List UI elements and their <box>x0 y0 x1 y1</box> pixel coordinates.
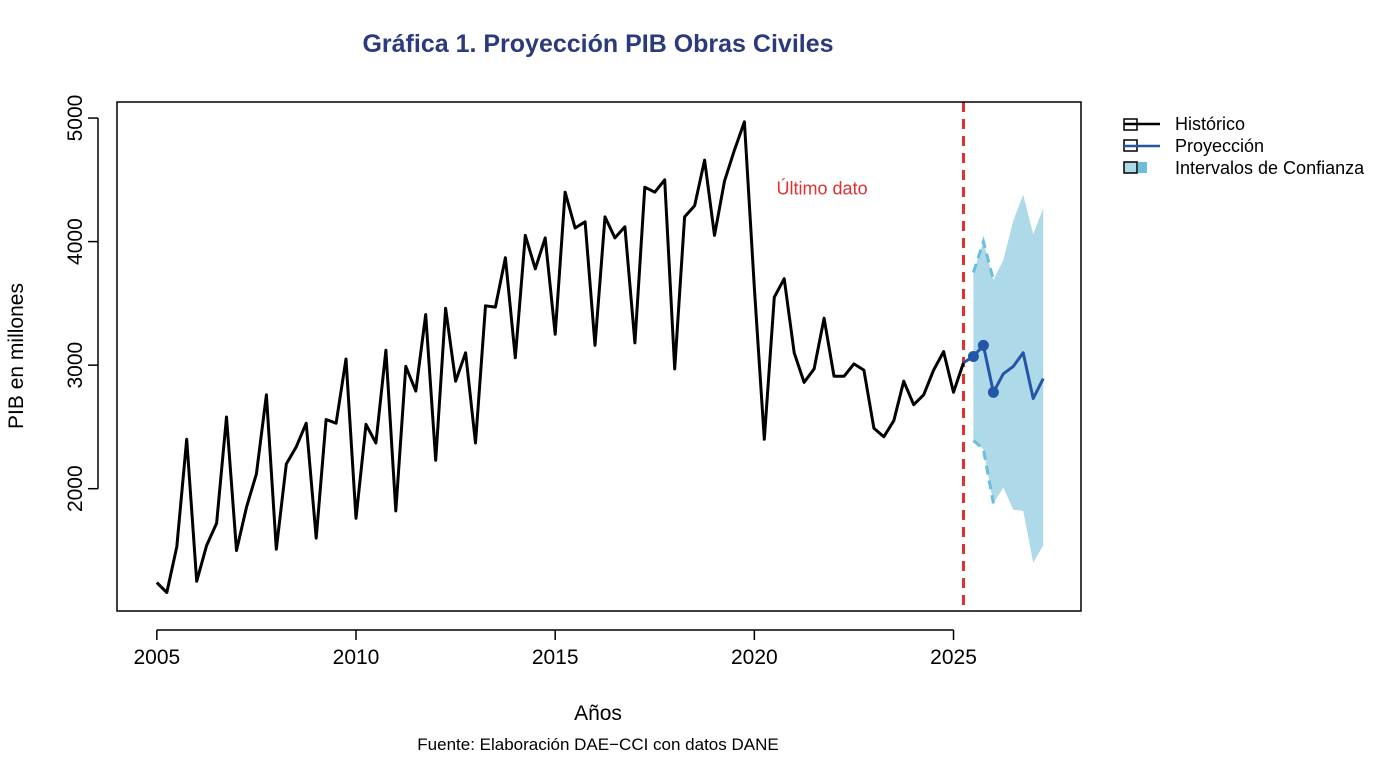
axes: 2005 2010 2015 2020 2025 2000 3000 4000 5000 <box>64 95 977 669</box>
confidence-band <box>973 194 1044 563</box>
x-tick-label: 2025 <box>930 646 977 669</box>
x-tick-label: 2020 <box>731 646 778 669</box>
band-upper-edge <box>971 236 995 281</box>
legend: Histórico Proyección Intervalos de Confi… <box>1123 114 1365 178</box>
legend-swatch-intervalos <box>1123 161 1138 174</box>
band-lower-edge <box>972 439 995 504</box>
legend-item-proyeccion: Proyección <box>1123 136 1264 156</box>
x-tick-label: 2015 <box>532 646 579 669</box>
y-axis-title: PIB en millones <box>5 283 28 429</box>
series-layer <box>155 120 1045 594</box>
legend-label-proyeccion: Proyección <box>1175 136 1264 156</box>
confidence-band-layer <box>971 194 1044 563</box>
last-data-annotation: Último dato <box>777 178 868 199</box>
proyeccion-point <box>977 339 989 351</box>
plot-frame <box>116 101 1082 612</box>
legend-item-intervalos: Intervalos de Confianza <box>1123 158 1365 178</box>
proyeccion-point <box>967 351 979 362</box>
legend-label-intervalos: Intervalos de Confianza <box>1175 158 1365 178</box>
legend-fill-intervalos <box>1138 162 1147 173</box>
legend-label-historico: Histórico <box>1175 114 1245 134</box>
legend-item-historico: Histórico <box>1123 114 1245 134</box>
source-caption: Fuente: Elaboración DAE−CCI con datos DA… <box>417 735 778 754</box>
chart-title: Gráfica 1. Proyección PIB Obras Civiles <box>362 30 833 58</box>
x-tick-label: 2005 <box>133 646 180 669</box>
proyeccion-point <box>987 386 999 398</box>
x-axis-title: Años <box>574 702 622 725</box>
y-tick-label: 4000 <box>64 218 87 265</box>
x-tick-label: 2010 <box>333 646 380 669</box>
y-tick-label: 2000 <box>64 465 87 512</box>
y-tick-label: 5000 <box>64 95 87 142</box>
y-tick-label: 3000 <box>64 342 87 389</box>
series-historico-line <box>155 120 965 594</box>
